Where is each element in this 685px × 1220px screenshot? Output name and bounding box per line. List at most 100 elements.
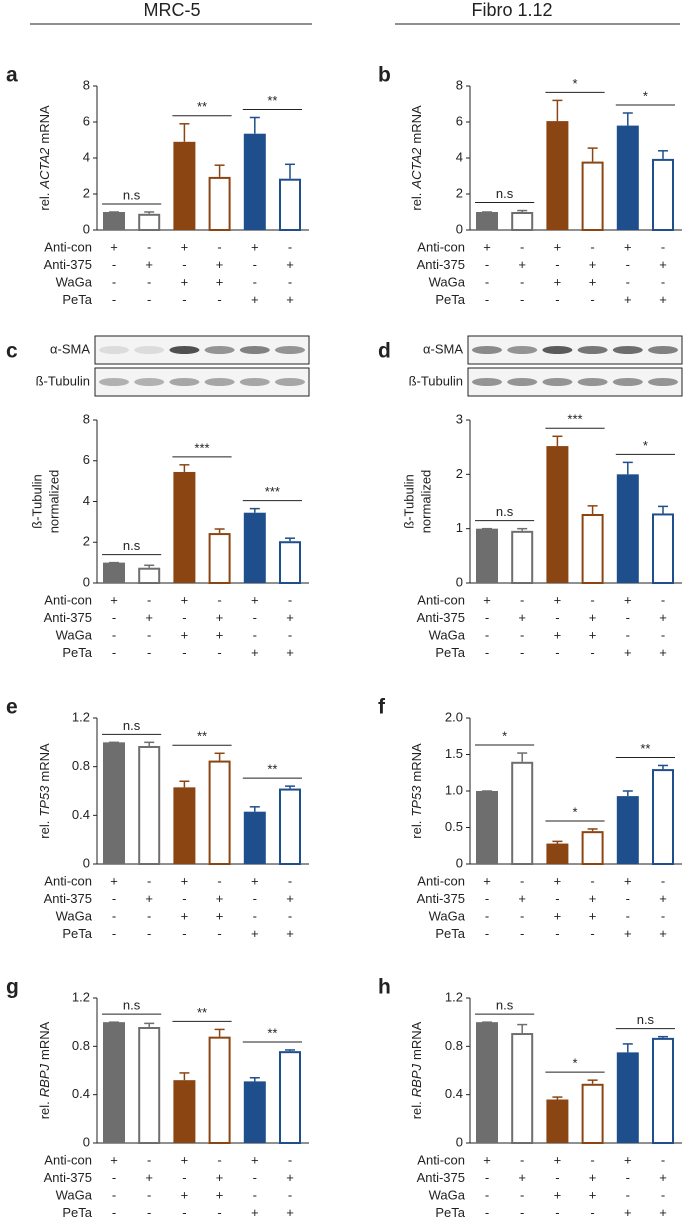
condition-sign: - — [253, 627, 257, 642]
y-axis-label: rel. ACTA2 mRNA — [409, 105, 424, 211]
blot-band — [648, 346, 678, 354]
condition-sign: + — [554, 873, 562, 888]
condition-label: Anti-con — [44, 873, 92, 888]
condition-sign: - — [147, 1205, 151, 1220]
bar — [208, 760, 231, 865]
condition-sign: + — [216, 627, 224, 642]
condition-sign: - — [112, 1205, 116, 1220]
condition-sign: - — [520, 274, 524, 289]
bar — [546, 1099, 569, 1143]
column-header: Fibro 1.12 — [471, 0, 552, 20]
condition-sign: + — [589, 1187, 597, 1202]
condition-sign: - — [217, 1152, 221, 1167]
condition-sign: + — [483, 592, 491, 607]
condition-sign: - — [112, 1170, 116, 1185]
condition-sign: - — [147, 274, 151, 289]
condition-sign: - — [626, 1170, 630, 1185]
condition-sign: + — [659, 1205, 667, 1220]
condition-sign: + — [286, 257, 294, 272]
bar — [511, 212, 534, 231]
blot-band — [204, 378, 235, 386]
condition-sign: - — [112, 627, 116, 642]
condition-sign: - — [253, 1170, 257, 1185]
condition-sign: - — [182, 926, 186, 941]
condition-sign: - — [147, 873, 151, 888]
blot-band — [204, 346, 235, 354]
bar — [103, 212, 125, 230]
y-label-part: rel. — [409, 1101, 424, 1119]
condition-sign: - — [590, 292, 594, 307]
condition-sign: - — [590, 1152, 594, 1167]
condition-sign: - — [485, 610, 489, 625]
condition-sign: - — [520, 926, 524, 941]
y-tick-label: 0 — [83, 221, 90, 236]
y-tick-label: 2 — [83, 534, 90, 549]
bar — [173, 471, 196, 583]
condition-sign: + — [286, 610, 294, 625]
condition-sign: + — [624, 592, 632, 607]
significance-label: n.s — [123, 538, 141, 553]
bar — [173, 1080, 196, 1143]
bar — [546, 121, 569, 230]
condition-sign: - — [182, 1205, 186, 1220]
condition-label: Anti-con — [417, 592, 465, 607]
condition-sign: + — [110, 592, 118, 607]
condition-sign: - — [555, 1205, 559, 1220]
significance-label: * — [572, 804, 577, 819]
condition-sign: + — [181, 1152, 189, 1167]
bar — [208, 533, 231, 584]
blot-band — [169, 378, 200, 386]
y-label-part: mRNA — [409, 1021, 424, 1060]
panel-letter: e — [6, 696, 18, 719]
condition-sign: - — [555, 891, 559, 906]
y-axis-label: rel. ACTA2 mRNA — [37, 105, 52, 211]
condition-sign: - — [288, 627, 292, 642]
condition-sign: + — [286, 292, 294, 307]
condition-sign: + — [181, 873, 189, 888]
bar — [138, 745, 161, 866]
y-tick-label: 0.4 — [72, 1086, 90, 1101]
y-tick-label: 0.8 — [72, 1038, 90, 1053]
condition-sign: + — [251, 239, 259, 254]
condition-sign: - — [217, 239, 221, 254]
significance-label: n.s — [123, 998, 141, 1013]
bar — [243, 133, 266, 230]
condition-label: WaGa — [429, 1187, 466, 1202]
blot-frame — [467, 367, 683, 397]
y-axis-label: ß-Tubulin — [29, 474, 44, 528]
significance-label: ** — [197, 99, 207, 114]
y-tick-label: 0.4 — [72, 807, 90, 822]
condition-sign: - — [485, 926, 489, 941]
y-label-part: rel. — [37, 821, 52, 839]
condition-sign: - — [555, 610, 559, 625]
condition-label: PeTa — [62, 926, 92, 941]
condition-sign: + — [251, 926, 259, 941]
blot-band — [612, 378, 643, 386]
condition-sign: - — [112, 274, 116, 289]
condition-sign: + — [659, 645, 667, 660]
blot-band — [507, 378, 538, 386]
y-label-gene: TP53 — [37, 785, 52, 817]
condition-sign: - — [147, 592, 151, 607]
bar — [103, 1022, 125, 1143]
bar — [476, 791, 498, 864]
condition-sign: - — [555, 926, 559, 941]
y-axis-label: normalized — [46, 470, 61, 534]
condition-label: WaGa — [56, 908, 93, 923]
condition-sign: - — [520, 873, 524, 888]
condition-label: PeTa — [62, 1205, 92, 1220]
condition-sign: - — [253, 257, 257, 272]
condition-sign: - — [112, 1187, 116, 1202]
condition-sign: - — [661, 239, 665, 254]
y-tick-label: 0 — [456, 574, 463, 589]
condition-label: PeTa — [435, 292, 465, 307]
condition-sign: - — [485, 274, 489, 289]
significance-label: * — [502, 728, 507, 743]
condition-sign: - — [182, 891, 186, 906]
panel-letter: b — [378, 64, 391, 87]
condition-sign: + — [624, 239, 632, 254]
condition-sign: + — [251, 1152, 259, 1167]
significance-label: *** — [265, 484, 280, 499]
condition-sign: - — [485, 891, 489, 906]
